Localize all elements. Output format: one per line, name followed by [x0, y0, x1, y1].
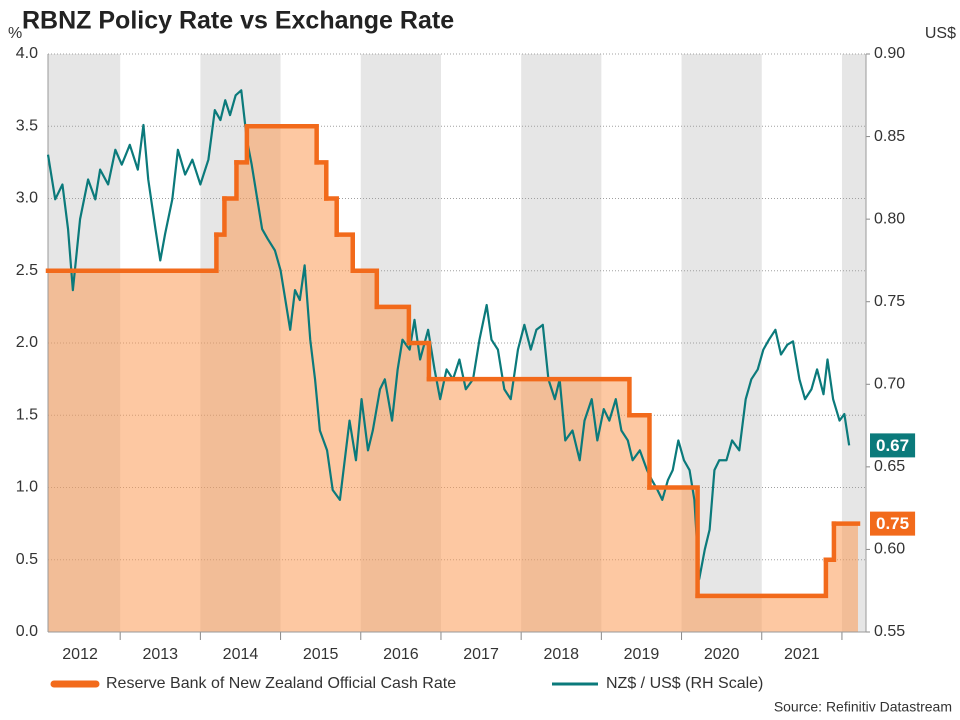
x-tick-label: 2020	[704, 646, 740, 663]
y2-tick-label: 0.70	[874, 376, 905, 393]
x-tick-label: 2013	[142, 646, 178, 663]
source-note: Source: Refinitiv Datastream	[774, 699, 952, 715]
rate-step	[234, 124, 250, 165]
rate-step	[214, 196, 227, 237]
y2-tick-label: 0.75	[874, 293, 905, 310]
y2-tick-label: 0.85	[874, 128, 905, 145]
x-tick-label: 2021	[784, 646, 820, 663]
y-tick-label: 0.0	[16, 623, 38, 640]
y-tick-label: 0.5	[16, 551, 38, 568]
y2-tick-label: 0.90	[874, 45, 905, 62]
y-axis-label: %	[8, 25, 22, 42]
rate-step	[695, 557, 829, 599]
legend-label: NZ$ / US$ (RH Scale)	[606, 675, 763, 692]
rate-step	[426, 376, 632, 418]
end-label-box	[870, 511, 916, 536]
end-label: 0.67	[876, 436, 909, 455]
y-tick-label: 2.5	[16, 262, 38, 279]
y-tick-label: 3.5	[16, 117, 38, 134]
rate-step	[244, 124, 319, 165]
rate-step	[350, 268, 380, 310]
x-tick-label: 2018	[543, 646, 579, 663]
y-tick-label: 3.0	[16, 190, 38, 207]
rate-step	[627, 413, 652, 490]
y2-tick-label: 0.65	[874, 458, 905, 475]
chart-title: RBNZ Policy Rate vs Exchange Rate	[22, 7, 454, 35]
rate-step	[324, 196, 339, 237]
y-tick-label: 1.5	[16, 406, 38, 423]
y2-tick-label: 0.60	[874, 541, 905, 558]
y2-tick-label: 0.55	[874, 623, 905, 640]
rate-step	[45, 232, 219, 273]
rate-step	[314, 160, 329, 201]
x-tick-label: 2012	[62, 646, 98, 663]
x-tick-label: 2017	[463, 646, 499, 663]
rate-step	[823, 521, 837, 562]
rate-step	[374, 304, 412, 346]
rate-step	[647, 485, 700, 599]
y2-axis-label: US$	[925, 25, 956, 42]
y-tick-label: 4.0	[16, 45, 38, 62]
y-tick-label: 1.0	[16, 479, 38, 496]
end-label: 0.75	[876, 514, 909, 533]
x-tick-label: 2016	[383, 646, 419, 663]
legend-label: Reserve Bank of New Zealand Official Cas…	[106, 675, 456, 692]
end-label-box	[870, 433, 916, 458]
x-tick-label: 2019	[624, 646, 660, 663]
rate-step	[406, 340, 432, 382]
x-tick-label: 2014	[223, 646, 259, 663]
y2-tick-label: 0.80	[874, 210, 905, 227]
y-tick-label: 2.0	[16, 334, 38, 351]
rate-step	[334, 232, 355, 273]
x-tick-label: 2015	[303, 646, 339, 663]
rate-step	[222, 160, 239, 201]
